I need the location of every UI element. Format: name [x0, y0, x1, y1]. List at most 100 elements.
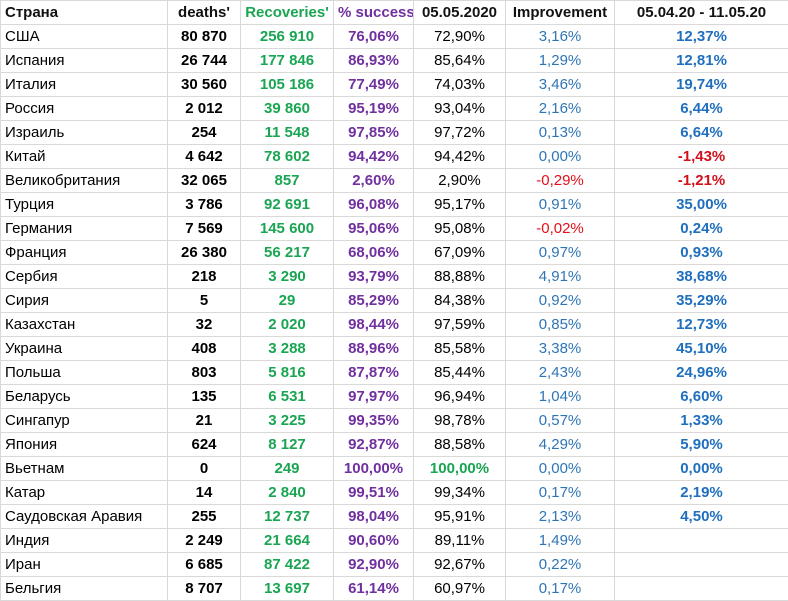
cell-recoveries[interactable]: 87 422 — [240, 552, 334, 577]
cell-success[interactable]: 100,00% — [333, 456, 414, 481]
cell-recoveries[interactable]: 8 127 — [240, 432, 334, 457]
cell-may05[interactable]: 97,72% — [413, 120, 506, 145]
cell-recoveries[interactable]: 249 — [240, 456, 334, 481]
cell-may05[interactable]: 84,38% — [413, 288, 506, 313]
cell-country[interactable]: Израиль — [0, 120, 168, 145]
cell-country[interactable]: Италия — [0, 72, 168, 97]
cell-period[interactable]: 2,19% — [614, 480, 788, 505]
cell-improvement[interactable]: -0,02% — [505, 216, 615, 241]
cell-country[interactable]: Катар — [0, 480, 168, 505]
cell-period[interactable] — [614, 552, 788, 577]
cell-deaths[interactable]: 255 — [167, 504, 241, 529]
cell-success[interactable]: 68,06% — [333, 240, 414, 265]
cell-period[interactable]: 35,00% — [614, 192, 788, 217]
cell-may05[interactable]: 97,59% — [413, 312, 506, 337]
cell-deaths[interactable]: 254 — [167, 120, 241, 145]
cell-success[interactable]: 95,06% — [333, 216, 414, 241]
cell-deaths[interactable]: 3 786 — [167, 192, 241, 217]
cell-country[interactable]: Япония — [0, 432, 168, 457]
cell-success[interactable]: 95,19% — [333, 96, 414, 121]
cell-may05[interactable]: 60,97% — [413, 576, 506, 601]
cell-may05[interactable]: 89,11% — [413, 528, 506, 553]
cell-period[interactable]: 12,37% — [614, 24, 788, 49]
cell-deaths[interactable]: 218 — [167, 264, 241, 289]
cell-improvement[interactable]: 0,57% — [505, 408, 615, 433]
cell-may05[interactable]: 94,42% — [413, 144, 506, 169]
cell-improvement[interactable]: 4,91% — [505, 264, 615, 289]
cell-recoveries[interactable]: 6 531 — [240, 384, 334, 409]
cell-country[interactable]: Индия — [0, 528, 168, 553]
cell-country[interactable]: Испания — [0, 48, 168, 73]
cell-recoveries[interactable]: 2 840 — [240, 480, 334, 505]
cell-improvement[interactable]: 0,85% — [505, 312, 615, 337]
cell-deaths[interactable]: 21 — [167, 408, 241, 433]
cell-country[interactable]: Бельгия — [0, 576, 168, 601]
cell-success[interactable]: 2,60% — [333, 168, 414, 193]
cell-period[interactable]: 0,93% — [614, 240, 788, 265]
header-period[interactable]: 05.04.20 - 11.05.20 — [614, 0, 788, 25]
cell-may05[interactable]: 88,58% — [413, 432, 506, 457]
cell-improvement[interactable]: 0,97% — [505, 240, 615, 265]
cell-recoveries[interactable]: 2 020 — [240, 312, 334, 337]
cell-success[interactable]: 99,51% — [333, 480, 414, 505]
cell-may05[interactable]: 88,88% — [413, 264, 506, 289]
cell-deaths[interactable]: 26 380 — [167, 240, 241, 265]
cell-country[interactable]: Беларусь — [0, 384, 168, 409]
cell-recoveries[interactable]: 12 737 — [240, 504, 334, 529]
cell-recoveries[interactable]: 29 — [240, 288, 334, 313]
cell-improvement[interactable]: 0,00% — [505, 144, 615, 169]
cell-period[interactable]: 24,96% — [614, 360, 788, 385]
cell-deaths[interactable]: 30 560 — [167, 72, 241, 97]
cell-period[interactable]: 38,68% — [614, 264, 788, 289]
cell-period[interactable]: 35,29% — [614, 288, 788, 313]
cell-period[interactable]: 0,24% — [614, 216, 788, 241]
cell-country[interactable]: Россия — [0, 96, 168, 121]
cell-deaths[interactable]: 14 — [167, 480, 241, 505]
cell-improvement[interactable]: 3,46% — [505, 72, 615, 97]
cell-success[interactable]: 96,08% — [333, 192, 414, 217]
cell-period[interactable] — [614, 576, 788, 601]
header-recoveries[interactable]: Recoveries' — [240, 0, 334, 25]
cell-country[interactable]: Украина — [0, 336, 168, 361]
cell-period[interactable]: 0,00% — [614, 456, 788, 481]
cell-success[interactable]: 99,35% — [333, 408, 414, 433]
cell-improvement[interactable]: 2,43% — [505, 360, 615, 385]
cell-may05[interactable]: 95,91% — [413, 504, 506, 529]
cell-success[interactable]: 77,49% — [333, 72, 414, 97]
cell-success[interactable]: 61,14% — [333, 576, 414, 601]
cell-success[interactable]: 88,96% — [333, 336, 414, 361]
cell-period[interactable]: 4,50% — [614, 504, 788, 529]
cell-improvement[interactable]: 1,29% — [505, 48, 615, 73]
cell-recoveries[interactable]: 92 691 — [240, 192, 334, 217]
cell-period[interactable]: -1,21% — [614, 168, 788, 193]
cell-success[interactable]: 86,93% — [333, 48, 414, 73]
cell-may05[interactable]: 85,64% — [413, 48, 506, 73]
cell-may05[interactable]: 95,08% — [413, 216, 506, 241]
cell-recoveries[interactable]: 11 548 — [240, 120, 334, 145]
cell-recoveries[interactable]: 13 697 — [240, 576, 334, 601]
cell-recoveries[interactable]: 3 288 — [240, 336, 334, 361]
cell-improvement[interactable]: 3,38% — [505, 336, 615, 361]
cell-may05[interactable]: 96,94% — [413, 384, 506, 409]
cell-deaths[interactable]: 624 — [167, 432, 241, 457]
cell-period[interactable] — [614, 528, 788, 553]
cell-period[interactable]: 12,81% — [614, 48, 788, 73]
cell-deaths[interactable]: 5 — [167, 288, 241, 313]
cell-may05[interactable]: 99,34% — [413, 480, 506, 505]
cell-success[interactable]: 98,44% — [333, 312, 414, 337]
cell-recoveries[interactable]: 78 602 — [240, 144, 334, 169]
cell-country[interactable]: Иран — [0, 552, 168, 577]
cell-period[interactable]: 5,90% — [614, 432, 788, 457]
cell-deaths[interactable]: 4 642 — [167, 144, 241, 169]
cell-country[interactable]: Сербия — [0, 264, 168, 289]
cell-improvement[interactable]: 1,04% — [505, 384, 615, 409]
cell-country[interactable]: Китай — [0, 144, 168, 169]
cell-success[interactable]: 92,87% — [333, 432, 414, 457]
cell-recoveries[interactable]: 105 186 — [240, 72, 334, 97]
cell-country[interactable]: Сирия — [0, 288, 168, 313]
cell-period[interactable]: 6,64% — [614, 120, 788, 145]
cell-deaths[interactable]: 8 707 — [167, 576, 241, 601]
cell-period[interactable]: 19,74% — [614, 72, 788, 97]
cell-period[interactable]: 6,44% — [614, 96, 788, 121]
cell-country[interactable]: Польша — [0, 360, 168, 385]
